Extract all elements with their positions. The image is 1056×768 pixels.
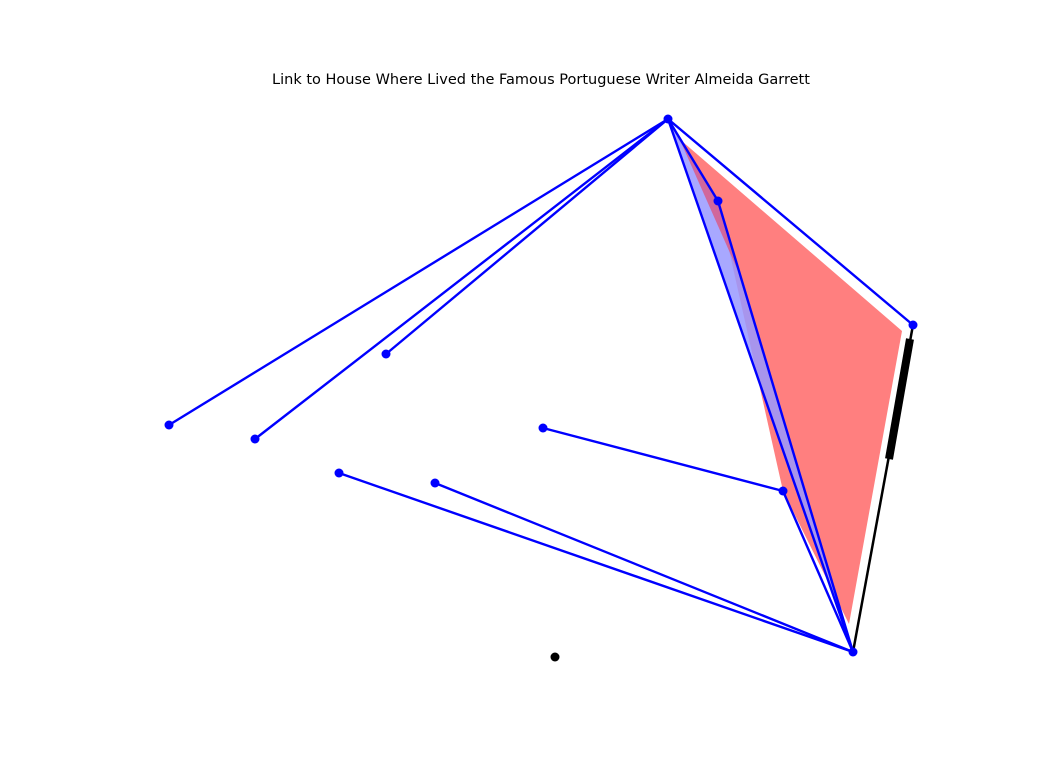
graph-node <box>164 420 174 430</box>
edge <box>666 118 855 653</box>
edge <box>781 490 855 653</box>
graph-node <box>334 468 344 478</box>
edge-group <box>168 117 914 654</box>
graph-node <box>538 423 548 433</box>
edge <box>542 426 784 493</box>
edge <box>338 471 854 654</box>
graph-node <box>713 196 723 206</box>
edge <box>385 118 669 355</box>
graph-node <box>381 349 391 359</box>
highlight-region-overlap <box>680 140 742 280</box>
edge <box>254 118 669 440</box>
black-edge-thick <box>885 338 914 460</box>
graph-node <box>908 320 918 330</box>
node-group <box>164 114 918 657</box>
figure-title: Link to House Where Lived the Famous Por… <box>272 72 810 88</box>
graph-node <box>430 478 440 488</box>
graph-node <box>778 486 788 496</box>
edge <box>666 118 720 202</box>
edge <box>716 200 855 653</box>
edge <box>434 481 854 654</box>
graph-node <box>663 114 673 124</box>
edge <box>667 118 914 326</box>
edge <box>168 117 669 427</box>
isolated-node <box>550 652 560 662</box>
graph-node <box>250 434 260 444</box>
graph-node <box>848 647 858 657</box>
